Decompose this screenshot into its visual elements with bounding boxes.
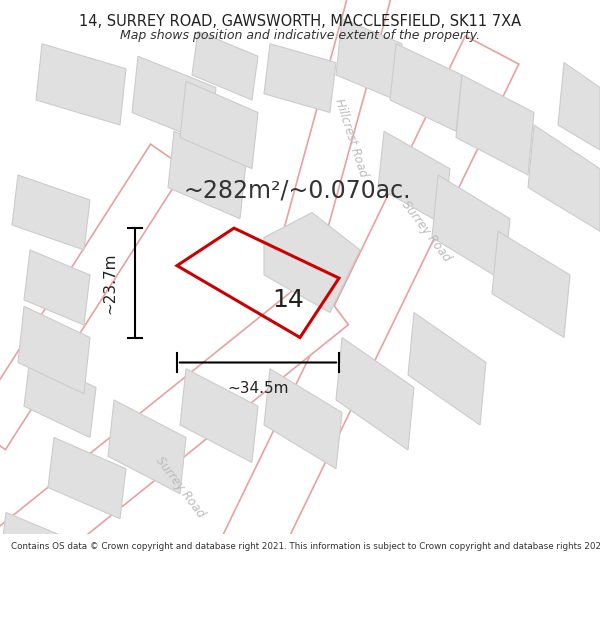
Polygon shape: [36, 44, 126, 125]
Polygon shape: [24, 250, 90, 325]
Polygon shape: [456, 75, 534, 175]
Polygon shape: [48, 438, 126, 519]
Text: ~23.7m: ~23.7m: [102, 252, 117, 314]
Polygon shape: [0, 144, 185, 449]
Polygon shape: [0, 275, 349, 600]
Polygon shape: [18, 306, 90, 394]
Polygon shape: [0, 512, 66, 588]
Polygon shape: [192, 31, 258, 100]
Text: 14: 14: [272, 288, 304, 312]
Polygon shape: [168, 131, 246, 219]
Text: 14, SURREY ROAD, GAWSWORTH, MACCLESFIELD, SK11 7XA: 14, SURREY ROAD, GAWSWORTH, MACCLESFIELD…: [79, 14, 521, 29]
Polygon shape: [24, 356, 96, 437]
Polygon shape: [390, 44, 462, 131]
Polygon shape: [201, 36, 519, 608]
Polygon shape: [108, 400, 186, 494]
Polygon shape: [558, 62, 600, 150]
Text: Map shows position and indicative extent of the property.: Map shows position and indicative extent…: [120, 29, 480, 41]
Polygon shape: [264, 369, 342, 469]
Polygon shape: [336, 19, 402, 100]
Polygon shape: [280, 0, 392, 256]
Polygon shape: [432, 175, 510, 281]
Polygon shape: [408, 312, 486, 425]
Text: ~282m²/~0.070ac.: ~282m²/~0.070ac.: [183, 179, 410, 202]
Text: ~34.5m: ~34.5m: [227, 381, 289, 396]
Polygon shape: [378, 131, 450, 225]
Text: Contains OS data © Crown copyright and database right 2021. This information is : Contains OS data © Crown copyright and d…: [11, 542, 600, 551]
Text: Hillcrest Road: Hillcrest Road: [332, 96, 370, 179]
Text: Surrey Road: Surrey Road: [153, 454, 207, 521]
Polygon shape: [528, 125, 600, 231]
Polygon shape: [492, 231, 570, 338]
Polygon shape: [132, 56, 216, 144]
Polygon shape: [336, 338, 414, 450]
Polygon shape: [180, 369, 258, 462]
Polygon shape: [264, 44, 336, 112]
Text: Surrey Road: Surrey Road: [399, 198, 453, 264]
Polygon shape: [264, 213, 360, 312]
Polygon shape: [12, 175, 90, 250]
Polygon shape: [180, 81, 258, 169]
